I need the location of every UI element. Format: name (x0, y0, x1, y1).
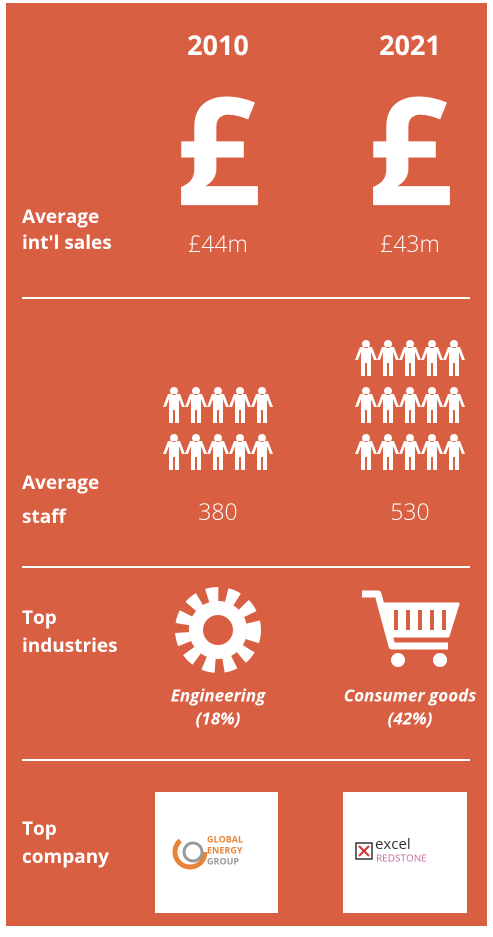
person-icon (377, 340, 399, 376)
person-icon (443, 434, 465, 470)
person-icon (443, 340, 465, 376)
industry: Consumer goods (344, 684, 477, 707)
person-icon (421, 434, 443, 470)
row-label: int'l sales (22, 229, 112, 255)
cart-icon (362, 590, 460, 667)
person-icon (229, 387, 251, 423)
logo-mark (358, 845, 370, 857)
logo-text: ENERGY (207, 843, 243, 856)
person-icon (443, 387, 465, 423)
gear-ring (189, 601, 247, 659)
logo-mark (182, 841, 204, 863)
cart-wheel (433, 653, 447, 667)
person-icon (185, 387, 207, 423)
person-icon (163, 387, 185, 423)
row-label: Top (22, 815, 57, 841)
person-icon (399, 340, 421, 376)
year: 2010 (187, 26, 249, 63)
logo-mark (355, 842, 373, 860)
person-icon (377, 434, 399, 470)
person-icon (377, 387, 399, 423)
gear-icon (175, 587, 261, 673)
person-icon (207, 434, 229, 470)
value: 380 (198, 495, 237, 527)
row-label: Top (22, 604, 57, 630)
person-icon (421, 340, 443, 376)
row-label: industries (22, 632, 118, 658)
industry: Engineering (171, 684, 266, 707)
person-icon (251, 387, 273, 423)
logo-mark (172, 834, 208, 870)
logo-text: GROUP (207, 854, 239, 867)
person-icon (399, 434, 421, 470)
person-icon (355, 387, 377, 423)
person-icon (251, 434, 273, 470)
logo-text: REDSTONE (376, 851, 427, 865)
row-label: staff (22, 503, 67, 529)
person-icon (229, 434, 251, 470)
value: 530 (390, 495, 429, 527)
value: £44m (188, 227, 248, 259)
industry: (42%) (388, 707, 433, 730)
industry: (18%) (196, 707, 241, 730)
person-icon (355, 434, 377, 470)
row-label: Average (22, 469, 99, 495)
cart-slats (394, 610, 446, 630)
row-label: company (22, 843, 109, 869)
pound-icon: £ (175, 45, 261, 249)
gear-teeth (175, 587, 261, 673)
person-icon (399, 387, 421, 423)
logo-text: GLOBAL (207, 832, 243, 845)
people-icons (163, 340, 465, 470)
row-label: Average (22, 203, 99, 229)
pound-icon: £ (367, 45, 453, 249)
person-icon (421, 387, 443, 423)
person-icon (207, 387, 229, 423)
person-icon (185, 434, 207, 470)
value: £43m (380, 227, 440, 259)
logo-text: excel (375, 834, 411, 854)
cart-wheel (391, 653, 405, 667)
person-icon (163, 434, 185, 470)
year: 2021 (379, 26, 441, 63)
person-icon (355, 340, 377, 376)
